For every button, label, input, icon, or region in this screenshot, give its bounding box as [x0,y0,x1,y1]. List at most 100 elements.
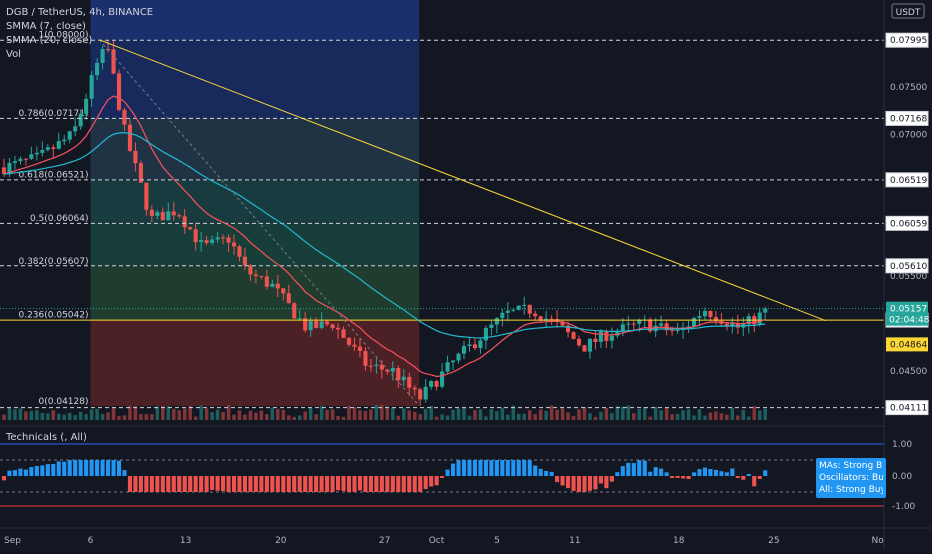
technicals-bar [396,476,401,492]
legend-smma20[interactable]: SMMA (20, close) [6,35,93,46]
candle-body [566,325,571,333]
price-tag-box [885,215,929,231]
candle-body [67,131,72,140]
legend-smma7[interactable]: SMMA (7, close) [6,21,86,32]
volume-bar [697,409,702,420]
current-price-text: 0.05157 [890,305,927,315]
candle-body [264,276,269,287]
volume-bar [577,409,581,420]
technicals-bar [609,476,614,482]
technicals-bar [467,460,472,476]
candle-body [713,317,718,321]
symbol-title[interactable]: DGB / TetherUS, 4h, BINANCE [6,7,154,18]
candle-body [560,321,565,326]
technicals-bar [697,469,702,476]
volume-bar [522,413,527,420]
technicals-bar [434,476,439,486]
technicals-bar [182,476,187,492]
technicals-bar [429,476,434,487]
price-tag-box [885,32,929,48]
technicals-bar [670,476,675,478]
smma7-line [3,95,766,378]
volume-bar [686,409,691,420]
technicals-bar [210,476,215,490]
fib-zone-band [90,266,420,320]
technicals-bar [719,471,724,476]
volume-bar [500,407,505,420]
technicals-bar [461,460,467,476]
candle-body [461,346,467,354]
candle-body [122,109,127,125]
legend-vol[interactable]: Vol [6,49,21,60]
fib-zone-top [90,0,420,40]
price-tag-text: 0.07995 [890,36,927,46]
technicals-bar [686,476,691,480]
time-tick-label: 6 [88,536,94,546]
candle-body [95,62,100,76]
volume-bar [24,411,28,420]
volume-bar [533,414,537,420]
candle-body [51,147,56,149]
volume-bar [637,409,642,420]
candle-body [341,329,346,338]
technicals-bar [708,468,713,476]
candle-body [275,283,280,289]
technicals-bar [7,470,12,476]
candle-body [615,331,620,336]
candle-body [155,212,160,216]
volume-bar [188,405,192,420]
volume-bar [172,408,176,420]
tech-scale-label: 0.00 [892,472,912,482]
technicals-bar [34,465,39,476]
candle-body [84,98,89,114]
technicals-bar [456,460,461,476]
volume-bar [297,415,302,420]
volume-bar [588,413,592,420]
chart-legend: DGB / TetherUS, 4h, BINANCE SMMA (7, clo… [6,6,153,62]
technicals-bar [73,460,78,476]
technicals-title[interactable]: Technicals (, All) [6,432,87,443]
candle-body [270,283,275,287]
technicals-bar [62,461,67,476]
smma20-line [3,131,766,339]
candle-body [456,353,461,361]
technicals-bar [177,476,182,492]
technicals-bar [440,476,445,478]
technicals-bar [538,468,543,476]
price-tag: 0.04111 [885,400,929,416]
price-tag-text: 0.06519 [890,176,927,186]
volume-bar [434,416,439,420]
volume-bar [276,408,280,420]
candle-body [100,49,105,63]
volume-bar [182,408,187,420]
technicals-bar [631,463,636,476]
fib-level-label: 0.786(0.07171) [18,109,88,119]
technicals-bar [363,476,368,492]
volume-bar [456,408,461,420]
candle-body [648,319,653,332]
technicals-bar [379,476,384,492]
volume-bar [117,416,121,420]
candle-body [204,240,209,243]
volume-bar [555,409,559,420]
technicals-bar [160,476,165,492]
technicals-bar [56,461,61,476]
volume-bar [352,406,357,420]
candle-body [253,274,258,276]
technicals-bar [226,476,231,492]
volume-bar [204,408,209,420]
candle-body [593,338,598,342]
volume-bar [670,414,674,420]
fib-level-label: 0.618(0.06521) [18,171,88,181]
volume-bar [199,405,203,420]
technicals-bar [450,463,456,476]
technicals-bar [12,470,18,476]
technicals-bar [571,476,576,491]
candle-body [374,364,379,366]
candle-body [440,371,445,387]
volume-bar [730,407,735,420]
technicals-bar [248,476,253,492]
volume-bar [89,409,94,420]
volume-bar [396,415,401,420]
